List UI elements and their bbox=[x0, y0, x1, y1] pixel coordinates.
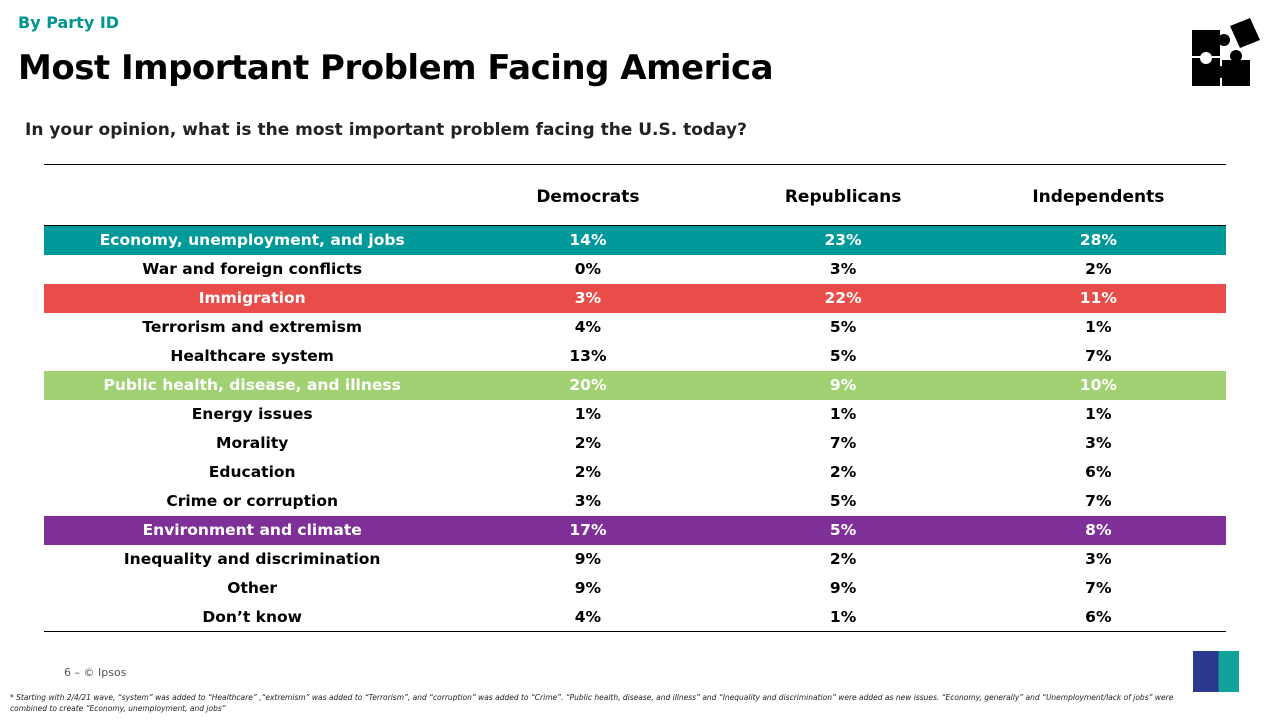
results-table: Democrats Republicans Independents Econo… bbox=[44, 164, 1226, 632]
table-row: Other 9% 9% 7% bbox=[44, 574, 1226, 603]
cell-value: 3% bbox=[1085, 550, 1112, 568]
table-row: Public health, disease, and illness 20% 9%… bbox=[44, 370, 1226, 400]
cell-value: 5% bbox=[829, 318, 857, 336]
row-label: Immigration bbox=[198, 289, 306, 307]
section-kicker: By Party ID bbox=[18, 13, 120, 32]
cell-value: 2% bbox=[829, 463, 857, 481]
row-label: Environment and climate bbox=[142, 521, 362, 539]
cell-value: 1% bbox=[1085, 318, 1112, 336]
cell-value: 7% bbox=[1085, 347, 1112, 365]
row-label: Inequality and discrimination bbox=[123, 550, 381, 568]
cell-value: 10% bbox=[1079, 376, 1117, 394]
table-row: Environment and climate 17% 5% 8% bbox=[44, 515, 1226, 545]
page-title: Most Important Problem Facing America bbox=[18, 48, 774, 88]
cell-value: 3% bbox=[574, 492, 602, 510]
row-label: War and foreign conflicts bbox=[142, 260, 363, 278]
table-row: Crime or corruption 3% 5% 7% bbox=[44, 487, 1226, 516]
cell-value: 5% bbox=[829, 492, 857, 510]
row-label: Education bbox=[208, 463, 296, 481]
cell-value: 2% bbox=[574, 434, 602, 452]
row-label: Healthcare system bbox=[170, 347, 334, 365]
cell-value: 1% bbox=[829, 607, 857, 626]
table-row: War and foreign conflicts 0% 3% 2% bbox=[44, 255, 1226, 284]
cell-value: 3% bbox=[1085, 434, 1112, 452]
footnote: * Starting with 2/4/21 wave, “system” wa… bbox=[10, 693, 1174, 713]
cell-value: 9% bbox=[574, 550, 602, 568]
cell-value: 20% bbox=[569, 376, 607, 394]
row-label: Terrorism and extremism bbox=[142, 318, 362, 336]
table-row: Healthcare system 13% 5% 7% bbox=[44, 342, 1226, 371]
cell-value: 28% bbox=[1079, 231, 1117, 250]
cell-value: 6% bbox=[1085, 463, 1112, 481]
cell-value: 11% bbox=[1079, 289, 1117, 307]
cell-value: 4% bbox=[574, 607, 602, 626]
cell-value: 2% bbox=[574, 463, 602, 481]
column-header: Republicans bbox=[715, 164, 971, 226]
cell-value: 9% bbox=[829, 579, 857, 597]
cell-value: 3% bbox=[574, 289, 602, 307]
ipsos-logo bbox=[1193, 651, 1239, 692]
table-row: Don’t know 4% 1% 6% bbox=[44, 603, 1226, 632]
cell-value: 4% bbox=[574, 318, 602, 336]
puzzle-pieces-icon bbox=[1192, 18, 1260, 86]
cell-value: 17% bbox=[569, 521, 607, 539]
table-header: Democrats Republicans Independents bbox=[44, 164, 1226, 226]
row-label: Energy issues bbox=[191, 405, 313, 423]
cell-value: 2% bbox=[1085, 260, 1112, 278]
table-row: Economy, unemployment, and jobs 14% 23% 28% bbox=[44, 225, 1226, 255]
cell-value: 1% bbox=[829, 405, 857, 423]
table-row: Terrorism and extremism 4% 5% 1% bbox=[44, 313, 1226, 342]
row-label: Crime or corruption bbox=[166, 492, 339, 510]
cell-value: 6% bbox=[1085, 607, 1112, 626]
row-label: Other bbox=[227, 579, 278, 597]
cell-value: 0% bbox=[574, 260, 602, 278]
cell-value: 9% bbox=[829, 376, 857, 394]
cell-value: 8% bbox=[1085, 521, 1112, 539]
cell-value: 9% bbox=[574, 579, 602, 597]
row-label: Economy, unemployment, and jobs bbox=[99, 231, 405, 250]
row-label: Public health, disease, and illness bbox=[103, 376, 401, 394]
row-label: Morality bbox=[216, 434, 289, 452]
cell-value: 22% bbox=[824, 289, 862, 307]
table-row: Immigration 3% 22% 11% bbox=[44, 283, 1226, 313]
cell-value: 7% bbox=[1085, 492, 1112, 510]
cell-value: 2% bbox=[829, 550, 857, 568]
cell-value: 13% bbox=[569, 347, 607, 365]
survey-question: In your opinion, what is the most import… bbox=[25, 120, 747, 140]
cell-value: 3% bbox=[829, 260, 857, 278]
cell-value: 5% bbox=[829, 521, 857, 539]
table-row: Education 2% 2% 6% bbox=[44, 458, 1226, 487]
table-row: Morality 2% 7% 3% bbox=[44, 429, 1226, 458]
cell-value: 5% bbox=[829, 347, 857, 365]
cell-value: 23% bbox=[824, 231, 862, 250]
page-number: 6 – © Ipsos bbox=[64, 666, 127, 679]
cell-value: 7% bbox=[829, 434, 857, 452]
cell-value: 1% bbox=[574, 405, 602, 423]
table-row: Energy issues 1% 1% 1% bbox=[44, 400, 1226, 429]
column-header: Independents bbox=[970, 164, 1226, 226]
column-header: Democrats bbox=[460, 164, 716, 226]
cell-value: 14% bbox=[569, 231, 607, 250]
cell-value: 7% bbox=[1085, 579, 1112, 597]
row-label: Don’t know bbox=[202, 607, 302, 626]
table-row: Inequality and discrimination 9% 2% 3% bbox=[44, 545, 1226, 574]
cell-value: 1% bbox=[1085, 405, 1112, 423]
